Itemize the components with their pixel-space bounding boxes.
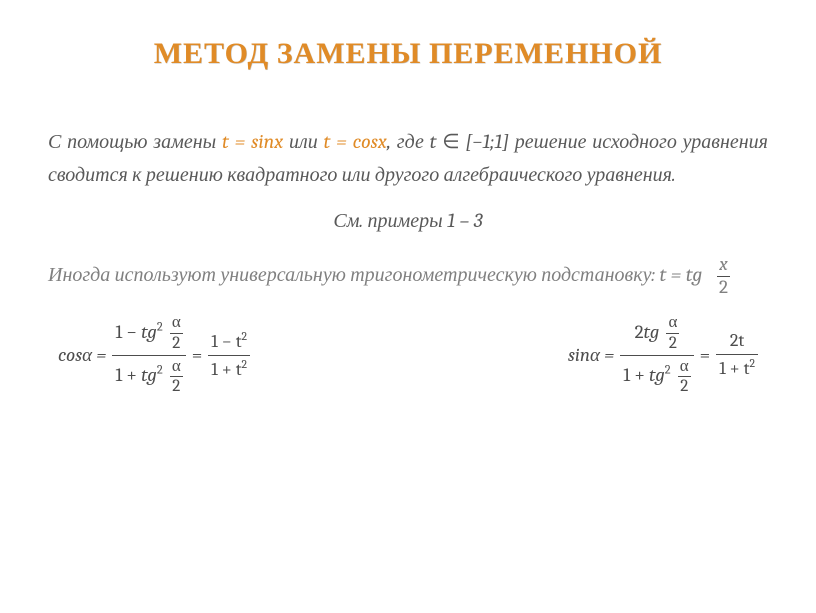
- examples-ref: См. примеры 1 – 3: [48, 209, 768, 233]
- cos-eq: =: [192, 344, 203, 366]
- cos-den-alpha-frac: α 2: [170, 358, 183, 397]
- sin-sm-den: 1 + t: [719, 358, 749, 379]
- sin-sm-den-sup: 2: [749, 356, 755, 370]
- cos-sm-num: 1 − t: [211, 331, 241, 352]
- alpha-num: α: [170, 314, 183, 334]
- cos-num-sup: 2: [157, 320, 163, 334]
- alpha-num2: α: [170, 358, 183, 378]
- sin-big-frac: 2tg α 2 1 + tg2 α 2: [620, 314, 693, 396]
- sin-den-pre: 1 +: [623, 364, 649, 386]
- cos-num-tg: tg: [141, 321, 157, 343]
- sin-num-tg: tg: [644, 321, 660, 343]
- cos-den-sup: 2: [157, 364, 163, 378]
- sin-sm-num: 2t: [730, 330, 744, 351]
- intro-paragraph: С помощью замены t = sinx или t = cosx, …: [48, 125, 768, 191]
- sin-alpha-den2: 2: [678, 377, 691, 396]
- frac-den: 2: [717, 277, 730, 298]
- sin-den-sup: 2: [665, 364, 671, 378]
- cos-formula: cosα = 1 − tg2 α 2 1 + tg2 α: [58, 314, 250, 396]
- intro-pre: С помощью замены: [48, 130, 222, 153]
- sin-formula: sinα = 2tg α 2 1 + tg2 α: [568, 314, 758, 396]
- sin-num-pre: 2: [635, 321, 644, 343]
- element-of-symbol: ∈: [442, 130, 459, 153]
- alpha-den2: 2: [170, 377, 183, 396]
- formulas-row: cosα = 1 − tg2 α 2 1 + tg2 α: [48, 314, 768, 396]
- frac-num: x: [717, 255, 730, 277]
- sin-lhs: sinα =: [568, 344, 614, 367]
- intro-mid1: или: [283, 130, 323, 153]
- universal-sub-paragraph: Иногда используют универсальную тригоном…: [48, 255, 768, 298]
- cos-small-frac: 1 − t2 1 + t2: [208, 330, 250, 380]
- substitution-cosx: t = cosx: [324, 130, 387, 153]
- sin-alpha-num: α: [666, 314, 679, 334]
- substitution-sinx: t = sinx: [222, 130, 283, 153]
- intro-mid2: , где t: [387, 130, 442, 153]
- sin-eq: =: [700, 344, 711, 366]
- alpha-den: 2: [170, 334, 183, 353]
- cos-num-alpha-frac: α 2: [170, 314, 183, 353]
- cos-lhs: cosα =: [58, 344, 106, 367]
- sin-small-frac: 2t 1 + t2: [716, 331, 758, 379]
- cos-sm-num-sup: 2: [242, 329, 248, 343]
- cos-big-frac: 1 − tg2 α 2 1 + tg2 α 2: [112, 314, 185, 396]
- sin-den-tg: tg: [649, 364, 665, 386]
- sin-alpha-den: 2: [666, 334, 679, 353]
- sin-alpha-num2: α: [678, 358, 691, 378]
- cos-sm-den: 1 + t: [211, 359, 241, 380]
- slide-page: МЕТОД ЗАМЕНЫ ПЕРЕМЕННОЙ С помощью замены…: [0, 0, 816, 613]
- cos-den-tg: tg: [141, 364, 157, 386]
- page-title: МЕТОД ЗАМЕНЫ ПЕРЕМЕННОЙ: [48, 36, 768, 71]
- cos-den-pre: 1 +: [115, 364, 141, 386]
- frac-x-over-2: x 2: [717, 255, 730, 298]
- sin-num-alpha-frac: α 2: [666, 314, 679, 353]
- para2-text: Иногда используют универсальную тригоном…: [48, 263, 702, 286]
- cos-sm-den-sup: 2: [242, 357, 248, 371]
- sin-den-alpha-frac: α 2: [678, 358, 691, 397]
- cos-num-pre: 1 −: [115, 321, 141, 343]
